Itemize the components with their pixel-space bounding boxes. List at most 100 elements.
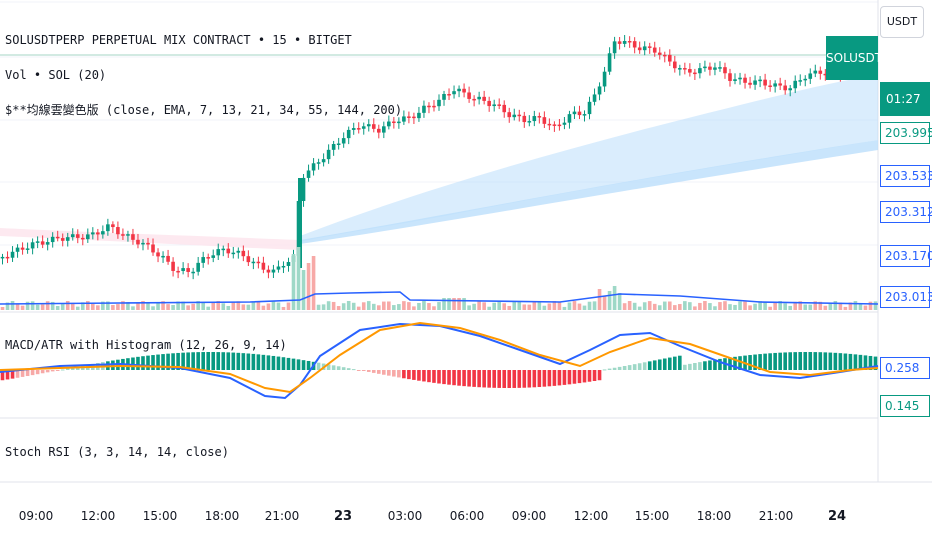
- macd-histogram-bar: [502, 370, 507, 388]
- macd-histogram-bar: [703, 361, 707, 370]
- volume-bar: [356, 306, 361, 310]
- volume-bar: [65, 301, 70, 310]
- macd-histogram-bar: [256, 354, 261, 370]
- time-tick-label: 12:00: [573, 509, 609, 523]
- macd-histogram-bar: [688, 363, 692, 370]
- ema-indicator-label[interactable]: $**均線雲變色版 (close, EMA, 7, 13, 21, 34, 55…: [5, 103, 403, 117]
- candle-body: [231, 252, 236, 255]
- volume-bar: [627, 301, 632, 310]
- macd-histogram-bar: [261, 354, 266, 370]
- macd-histogram-bar: [191, 352, 195, 370]
- macd-histogram-bar: [517, 370, 522, 388]
- stoch-rsi-indicator-label[interactable]: Stoch RSI (3, 3, 14, 14, close): [5, 445, 229, 459]
- volume-indicator-label[interactable]: Vol • SOL (20): [5, 68, 107, 82]
- volume-bar: [657, 305, 662, 310]
- symbol-title: SOLUSDTPERP PERPETUAL MIX CONTRACT • 15 …: [5, 33, 352, 47]
- volume-bar: [296, 247, 301, 310]
- macd-histogram-bar: [462, 370, 466, 387]
- candle-body: [537, 116, 542, 118]
- candle-body: [0, 256, 5, 259]
- candle-body: [116, 227, 120, 235]
- volume-bar: [126, 302, 130, 310]
- candle-body: [226, 248, 231, 254]
- volume-bar: [612, 286, 617, 310]
- macd-indicator-label[interactable]: MACD/ATR with Histogram (12, 26, 9, 14): [5, 338, 287, 352]
- candle-body: [567, 114, 572, 123]
- candle-body: [778, 83, 782, 86]
- macd-histogram-bar: [738, 356, 742, 370]
- macd-histogram-bar: [708, 360, 712, 370]
- volume-bar: [522, 304, 527, 310]
- volume-bar: [768, 306, 772, 310]
- currency-button[interactable]: USDT: [880, 6, 924, 38]
- volume-bar: [833, 301, 838, 310]
- volume-bar: [788, 305, 792, 310]
- volume-bar: [40, 304, 45, 310]
- macd-histogram-bar: [823, 352, 828, 370]
- candle-body: [477, 96, 481, 100]
- volume-bar: [432, 306, 436, 310]
- candle-body: [60, 238, 65, 241]
- macd-histogram-bar: [662, 358, 667, 370]
- candle-body: [371, 124, 376, 129]
- signal-line: [0, 321, 879, 394]
- volume-bar: [557, 302, 562, 310]
- candle-body: [361, 126, 366, 129]
- candle-body: [492, 104, 496, 107]
- volume-bar: [718, 302, 722, 310]
- candle-body: [236, 250, 241, 253]
- candle-body: [266, 269, 271, 273]
- volume-bar: [537, 301, 542, 310]
- macd-histogram-bar: [678, 355, 682, 370]
- candle-body: [683, 68, 687, 70]
- candle-body: [20, 247, 25, 250]
- macd-histogram-bar: [0, 370, 5, 381]
- macd-histogram-bar: [366, 370, 371, 372]
- candle-body: [572, 111, 577, 115]
- macd-histogram-bar: [301, 360, 306, 370]
- macd-histogram-bar: [221, 352, 226, 370]
- volume-bar: [301, 270, 306, 310]
- candle-body: [382, 126, 386, 133]
- volume-bar: [402, 301, 406, 310]
- macd-histogram-bar: [442, 370, 446, 385]
- volume-bar: [743, 301, 747, 310]
- candle-body: [768, 85, 772, 87]
- macd-histogram-bar: [522, 370, 527, 388]
- macd-histogram-bar: [698, 362, 702, 370]
- candle-body: [512, 114, 517, 118]
- time-tick-label: 09:00: [18, 509, 54, 523]
- volume-bar: [96, 305, 100, 310]
- volume-bar: [552, 301, 557, 310]
- candle-body: [387, 121, 391, 127]
- macd-histogram-bar: [211, 352, 216, 370]
- volume-bar: [336, 306, 341, 310]
- macd-histogram-bar: [331, 365, 336, 370]
- candle-body: [497, 104, 502, 106]
- macd-histogram-bar: [402, 370, 406, 379]
- volume-bar: [577, 303, 582, 310]
- candle-body: [703, 66, 707, 69]
- macd-histogram-bar: [853, 354, 858, 370]
- macd-histogram-bar: [487, 370, 491, 388]
- macd-histogram-bar: [753, 354, 757, 370]
- macd-histogram-bar: [387, 370, 391, 376]
- candle-body: [823, 73, 828, 76]
- candle-body: [592, 94, 597, 102]
- volume-bar: [462, 298, 466, 310]
- volume-bar: [412, 306, 416, 310]
- macd-histogram-bar: [617, 366, 622, 370]
- macd-histogram-bar: [30, 370, 35, 376]
- candle-body: [718, 67, 722, 69]
- macd-histogram-bar: [693, 362, 697, 370]
- macd-histogram-bar: [341, 367, 346, 370]
- candle-body: [50, 236, 55, 243]
- candle-body: [45, 242, 50, 245]
- macd-histogram-bar: [351, 369, 356, 371]
- volume-bar: [607, 291, 612, 310]
- macd-histogram-bar: [592, 370, 597, 381]
- volume-bar: [512, 301, 517, 310]
- volume-bar: [45, 301, 50, 310]
- macd-histogram-bar: [733, 356, 737, 370]
